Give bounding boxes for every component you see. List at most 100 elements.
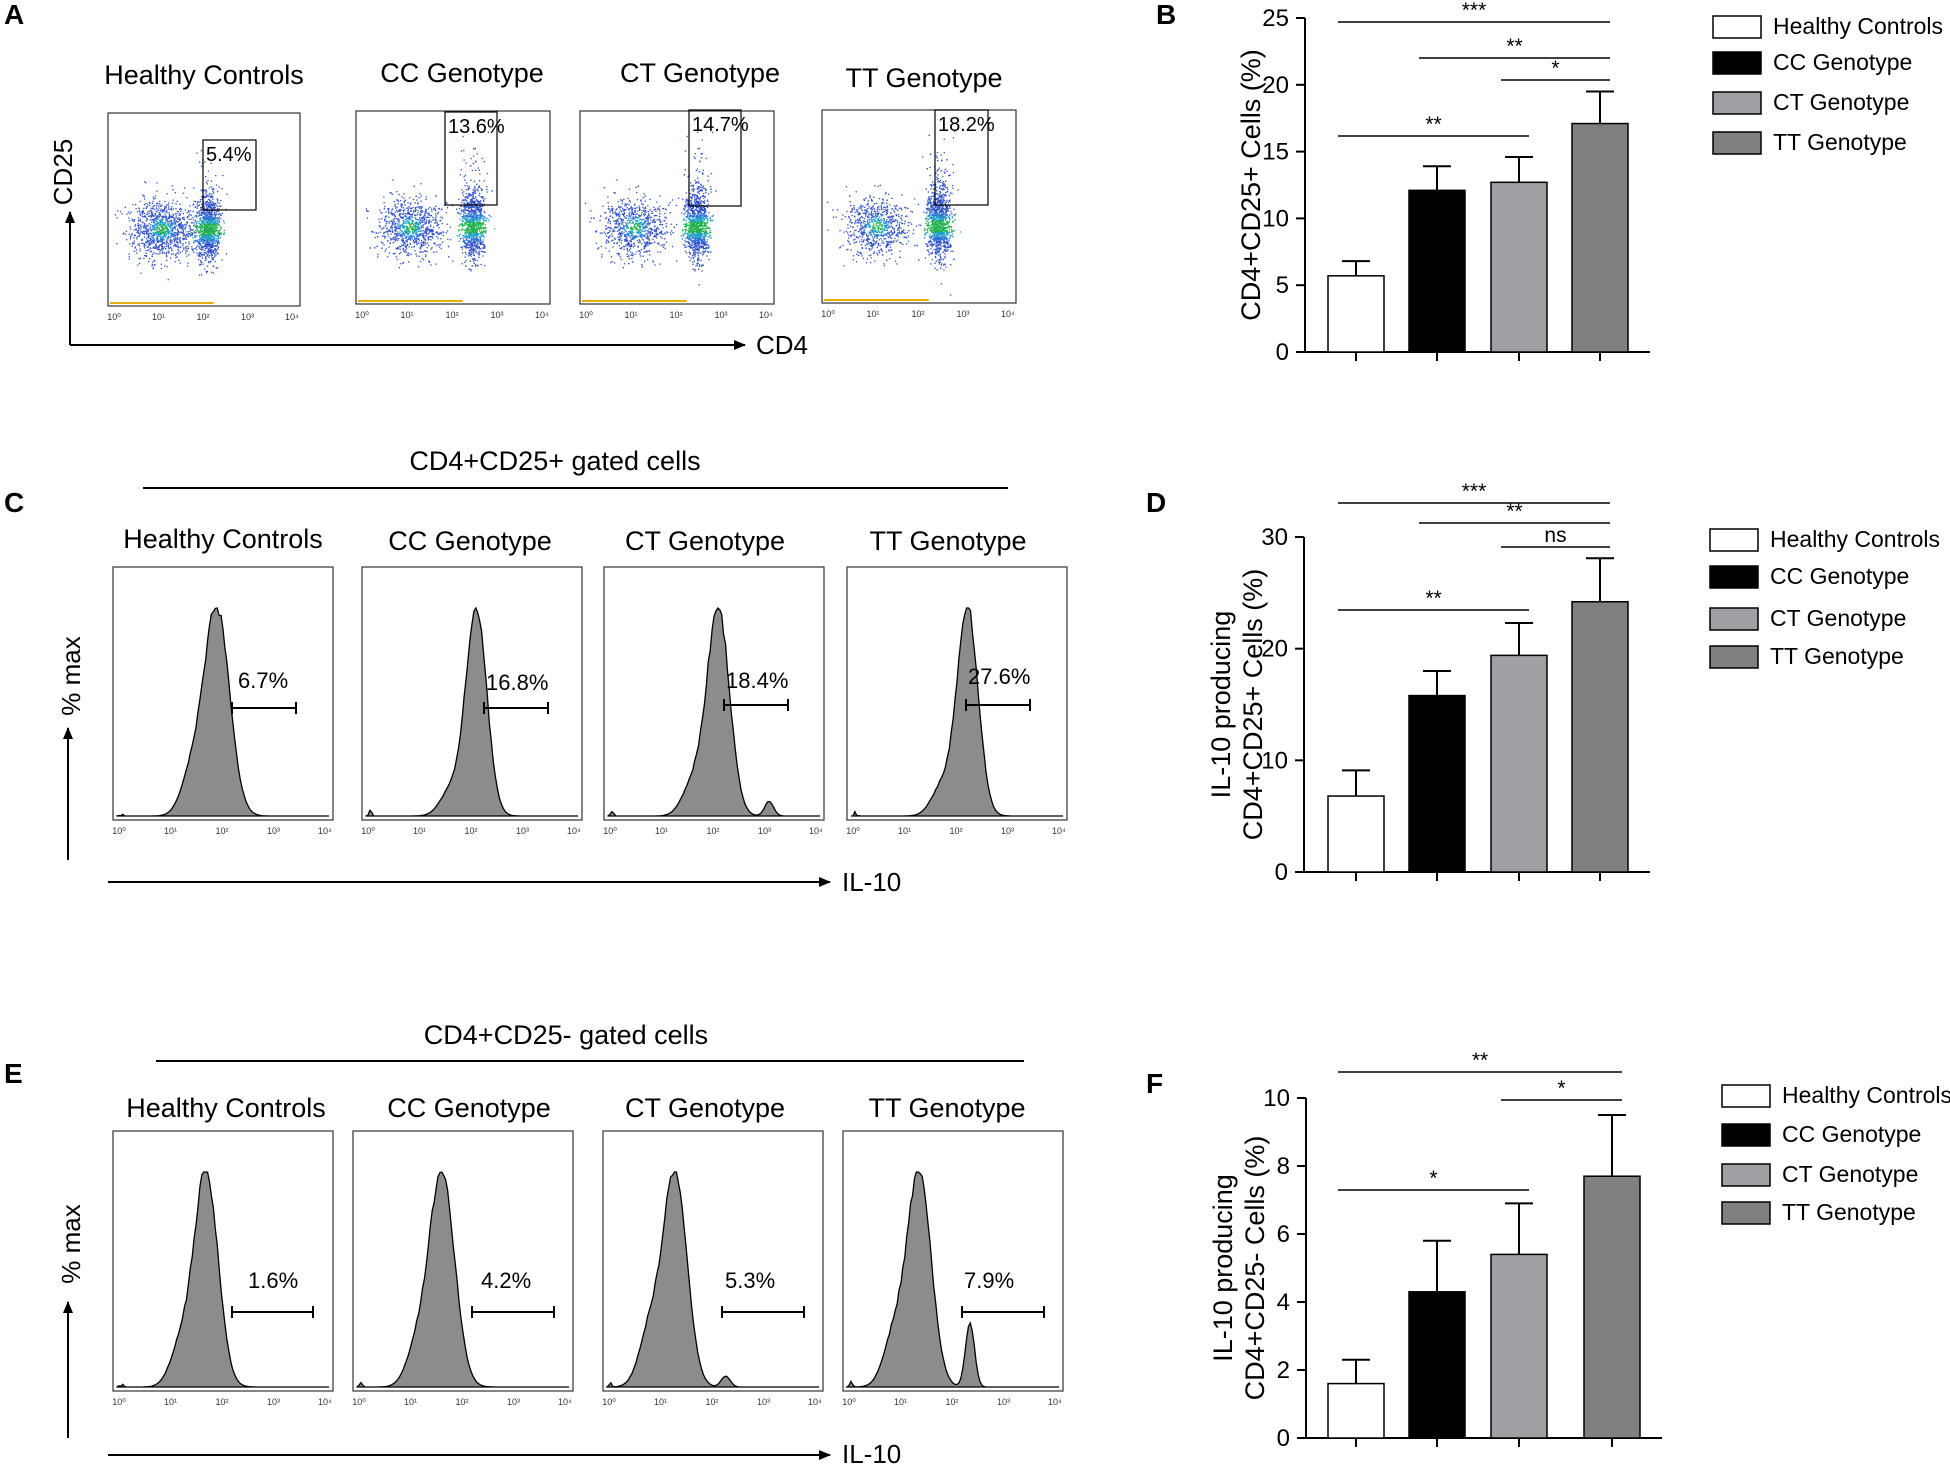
dotplot-x-tick-label: 10⁰ (821, 309, 835, 319)
dotplot-frame (579, 110, 775, 305)
panel-e-header: CD4+CD25- gated cells (424, 1020, 708, 1050)
histogram-curve (607, 606, 820, 817)
hist-e-x-tick-label: 10¹ (404, 1397, 417, 1407)
bar-healthy (1327, 1382, 1385, 1439)
hist-c-ct: 18.4% 10⁰ 10¹ 10² 10³ 10⁴ (603, 566, 825, 836)
hist-e-tt: 7.9% 10⁰ 10¹ 10² 10³ 10⁴ (842, 1130, 1064, 1407)
y-tick-label: 0 (1275, 859, 1288, 886)
hist-e-x-tick-label: 10² (705, 1397, 718, 1407)
legend-swatch-cc (1721, 1123, 1771, 1147)
hist-e-title-cc: CC Genotype (387, 1093, 551, 1123)
bar-healthy (1327, 275, 1385, 353)
histogram-curve (365, 606, 578, 817)
hist-c-x-tick-label: 10⁴ (1052, 826, 1066, 836)
dotplot-title-ct: CT Genotype (620, 58, 780, 88)
dotplot-title-tt: TT Genotype (845, 63, 1002, 93)
significance-label: ** (1506, 35, 1522, 58)
hist-e-title-ct: CT Genotype (625, 1093, 785, 1123)
y-tick-label: 0 (1276, 339, 1289, 366)
y-axis-title-line2: CD4+CD25+ Cells (%) (1238, 569, 1268, 841)
y-tick-label: 4 (1277, 1289, 1290, 1316)
legend-swatch-ct (1709, 607, 1759, 631)
bar-tt (1571, 601, 1629, 873)
hist-c-x-tick-label: 10⁴ (318, 826, 332, 836)
legend-swatch-healthy (1721, 1084, 1771, 1108)
panel-e: CD4+CD25- gated cells Healthy Controls C… (56, 1020, 1064, 1466)
histogram-gate-percent: 1.6% (248, 1268, 298, 1293)
hist-c-x-tick-label: 10² (706, 826, 719, 836)
hist-c-title-healthy: Healthy Controls (123, 524, 323, 554)
y-tick-label: 10 (1263, 1085, 1290, 1112)
panel-a: Healthy Controls CC Genotype CT Genotype… (48, 58, 1017, 360)
significance-label: ** (1425, 587, 1441, 610)
bar-chart-f: 0 2 4 6 8 10 IL-10 producing CD4+CD25- Cells (%… (1208, 1049, 1950, 1452)
dotplot-x-tick-label: 10⁴ (1001, 309, 1015, 319)
dotplot-title-cc: CC Genotype (380, 58, 544, 88)
dotplot-x-tick-label: 10² (669, 310, 682, 320)
panel-letter-b: B (1156, 0, 1176, 30)
legend-label-healthy: Healthy Controls (1782, 1082, 1950, 1108)
histogram-gate-percent: 7.9% (964, 1268, 1014, 1293)
dotplot-x-tick-label: 10¹ (152, 312, 165, 322)
hist-c-title-tt: TT Genotype (869, 526, 1026, 556)
hist-e-x-tick-label: 10³ (507, 1397, 520, 1407)
y-tick-label: 0 (1277, 1425, 1290, 1452)
panel-c-xaxis-label: IL-10 (842, 867, 901, 897)
legend-swatch-healthy (1709, 528, 1759, 552)
dotplot-x-tick-label: 10⁴ (535, 310, 549, 320)
hist-c-tt: 27.6% 10⁰ 10¹ 10² 10³ 10⁴ (846, 566, 1068, 836)
y-tick-label: 25 (1262, 5, 1289, 32)
histogram-frame (602, 1130, 824, 1392)
dotplot-x-tick-label: 10⁰ (107, 312, 121, 322)
significance-label: * (1551, 57, 1559, 80)
dotplot-tt: 18.2% 10⁰ 10¹ 10² 10³ 10⁴ (821, 109, 1017, 319)
dotplot-gate (202, 139, 257, 211)
hist-e-x-tick-label: 10⁴ (558, 1397, 572, 1407)
hist-c-x-tick-label: 10² (464, 826, 477, 836)
dotplot-x-tick-label: 10¹ (866, 309, 879, 319)
legend-label-healthy: Healthy Controls (1773, 13, 1943, 39)
hist-c-x-tick-label: 10² (949, 826, 962, 836)
panel-c: CD4+CD25+ gated cells Healthy Controls C… (56, 446, 1068, 897)
legend-label-cc: CC Genotype (1770, 563, 1909, 589)
hist-c-x-tick-label: 10⁰ (112, 826, 126, 836)
dotplot-cells (114, 150, 228, 281)
legend-label-ct: CT Genotype (1782, 1161, 1918, 1187)
legend-swatch-tt (1712, 131, 1762, 155)
legend-label-healthy: Healthy Controls (1770, 526, 1940, 552)
histogram-curve (845, 1171, 1059, 1388)
dotplot-x-tick-label: 10⁰ (355, 310, 369, 320)
hist-c-x-tick-label: 10² (215, 826, 228, 836)
legend-label-ct: CT Genotype (1770, 605, 1906, 631)
hist-e-healthy: 1.6% 10⁰ 10¹ 10² 10³ 10⁴ (112, 1130, 334, 1407)
hist-c-x-tick-label: 10⁰ (361, 826, 375, 836)
dotplot-x-tick-label: 10³ (241, 312, 254, 322)
legend-swatch-ct (1721, 1163, 1771, 1187)
hist-e-x-tick-label: 10⁰ (602, 1397, 616, 1407)
panel-c-header: CD4+CD25+ gated cells (409, 446, 700, 476)
y-tick-label: 10 (1261, 747, 1288, 774)
hist-c-cc: 16.8% 10⁰ 10¹ 10² 10³ 10⁴ (361, 566, 583, 836)
legend-label-cc: CC Genotype (1773, 49, 1912, 75)
histogram-gate-percent: 18.4% (726, 668, 788, 693)
dotplot-cells (584, 131, 717, 286)
histogram-curve (356, 1171, 569, 1388)
hist-e-x-tick-label: 10³ (997, 1397, 1010, 1407)
hist-c-healthy: 6.7% 10⁰ 10¹ 10² 10³ 10⁴ (112, 566, 334, 836)
hist-c-x-tick-label: 10⁰ (846, 826, 860, 836)
significance-label: ** (1506, 500, 1522, 523)
dotplot-gate-percent: 14.7% (692, 114, 749, 136)
dotplot-frame (821, 109, 1017, 304)
panel-c-yaxis-label: % max (56, 636, 86, 715)
panel-letter-e: E (4, 1058, 23, 1089)
y-axis-title-line1: IL-10 producing (1206, 611, 1236, 799)
y-tick-label: 5 (1276, 272, 1289, 299)
y-tick-label: 10 (1262, 205, 1289, 232)
bar-cc (1408, 694, 1466, 873)
legend-swatch-ct (1712, 91, 1762, 115)
y-tick-label: 20 (1261, 636, 1288, 663)
hist-c-x-tick-label: 10³ (758, 826, 771, 836)
hist-c-x-tick-label: 10³ (1001, 826, 1014, 836)
panel-letter-d: D (1146, 487, 1166, 518)
